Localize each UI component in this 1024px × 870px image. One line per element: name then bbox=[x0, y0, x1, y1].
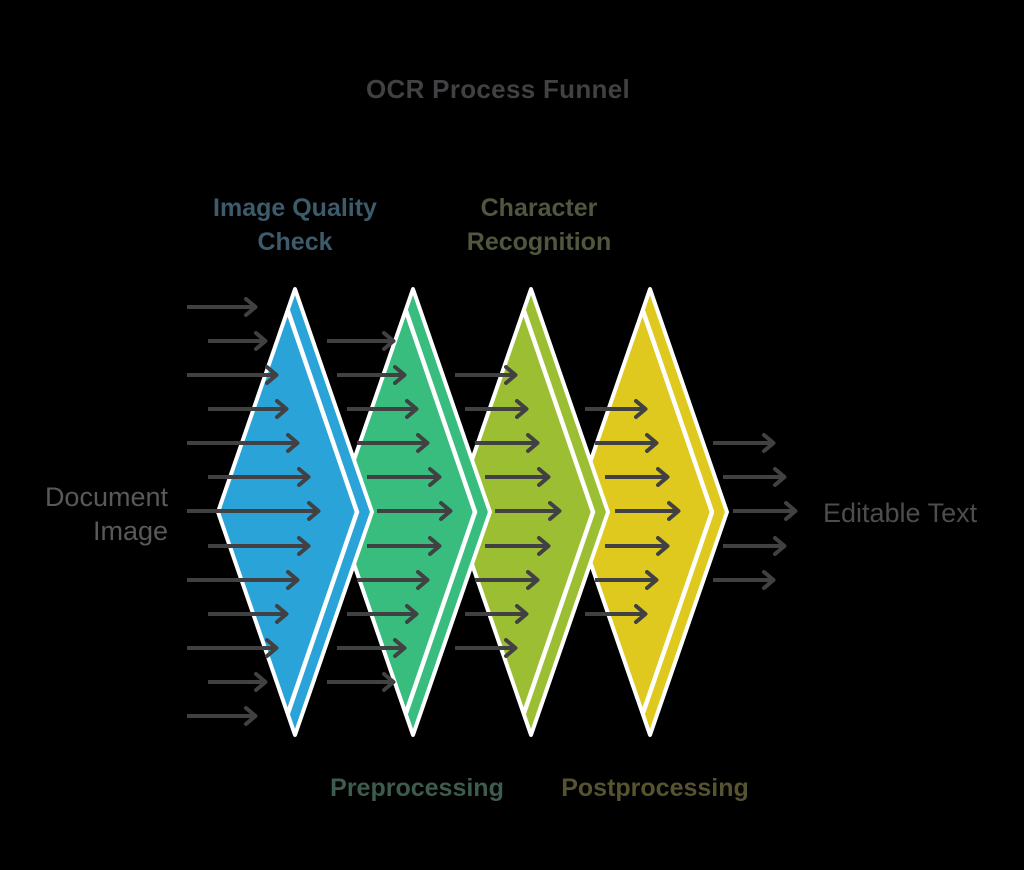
diamond-fold-line-image-quality-check bbox=[285, 308, 360, 716]
label-character-recognition-line-1: Character bbox=[480, 194, 598, 222]
label-preprocessing: Preprocessing bbox=[330, 771, 504, 805]
diagram-title: OCR Process Funnel bbox=[365, 74, 631, 104]
label-preprocessing-line-1: Preprocessing bbox=[330, 774, 504, 802]
label-image-quality-check-line-1: Image Quality bbox=[213, 194, 377, 222]
label-editable-text-line-1: Editable Text bbox=[823, 498, 978, 528]
label-document-image-line-2: Image bbox=[92, 516, 168, 546]
diamond-fold-line-character-recognition bbox=[521, 308, 596, 716]
label-character-recognition: Character Recognition bbox=[467, 191, 611, 259]
label-image-quality-check: Image Quality Check bbox=[213, 191, 377, 259]
diamond-fold-line-preprocessing bbox=[403, 308, 478, 716]
label-image-quality-check-line-2: Check bbox=[257, 228, 333, 256]
label-postprocessing-line-1: Postprocessing bbox=[561, 774, 749, 802]
diamond-fold-line-postprocessing bbox=[640, 308, 715, 716]
label-postprocessing: Postprocessing bbox=[561, 771, 749, 805]
label-editable-text: Editable Text bbox=[823, 496, 977, 530]
label-document-image-line-1: Document bbox=[44, 482, 168, 512]
label-document-image: Document Image bbox=[45, 480, 168, 548]
label-character-recognition-line-2: Recognition bbox=[466, 228, 612, 256]
